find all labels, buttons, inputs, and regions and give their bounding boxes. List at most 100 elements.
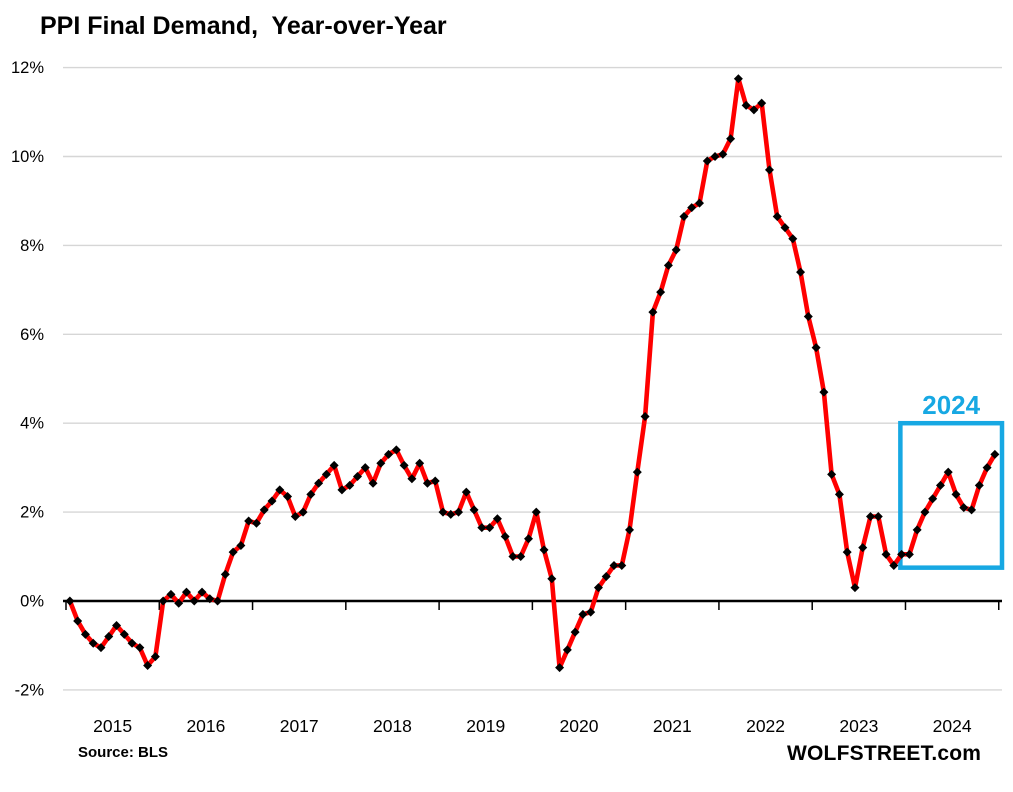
data-point-marker	[461, 487, 471, 497]
data-point-marker	[143, 660, 153, 670]
data-point-marker	[671, 245, 681, 255]
data-point-marker	[904, 549, 914, 559]
data-point-marker	[516, 552, 526, 562]
data-point-marker	[974, 480, 984, 490]
data-point-marker	[477, 523, 487, 533]
data-point-marker	[166, 589, 176, 599]
data-point-marker	[694, 198, 704, 208]
data-point-marker	[710, 152, 720, 161]
data-point-marker	[290, 512, 300, 522]
data-point-marker	[593, 583, 603, 593]
data-point-marker	[422, 478, 432, 488]
data-point-marker	[345, 480, 355, 490]
data-point-marker	[640, 412, 650, 422]
data-point-marker	[811, 343, 821, 353]
ppi-line	[67, 76, 998, 671]
data-point-marker	[500, 532, 510, 542]
data-point-marker	[96, 643, 106, 653]
data-point-marker	[298, 507, 308, 517]
data-point-marker	[391, 445, 401, 455]
data-point-marker	[796, 267, 806, 277]
data-point-marker	[679, 212, 689, 222]
data-point-marker	[897, 549, 907, 559]
x-axis-label: 2019	[466, 716, 505, 736]
x-axis-label: 2020	[560, 716, 599, 736]
data-point-marker	[65, 596, 75, 606]
data-point-marker	[920, 507, 930, 517]
data-point-marker	[213, 596, 223, 606]
data-point-marker	[158, 596, 168, 606]
y-axis-label: 2%	[20, 504, 44, 522]
data-point-marker	[523, 534, 533, 544]
x-axis-label: 2017	[280, 716, 319, 736]
data-point-marker	[718, 149, 728, 159]
data-point-marker	[827, 469, 837, 479]
data-point-marker	[562, 645, 572, 655]
x-axis-label: 2018	[373, 716, 412, 736]
data-point-marker	[88, 638, 98, 648]
data-point-marker	[547, 574, 557, 584]
data-point-marker	[306, 489, 316, 499]
x-axis-label: 2021	[653, 716, 692, 736]
data-point-marker	[127, 638, 137, 648]
data-point-marker	[788, 234, 798, 244]
y-axis-label: 10%	[11, 148, 44, 166]
x-axis-label: 2015	[93, 716, 132, 736]
data-point-marker	[967, 505, 977, 515]
data-point-marker	[990, 449, 1000, 459]
data-point-marker	[803, 312, 813, 322]
data-point-marker	[866, 512, 876, 522]
data-point-marker	[251, 518, 261, 528]
data-point-marker	[267, 496, 277, 506]
data-point-marker	[259, 505, 269, 515]
data-point-marker	[889, 560, 899, 570]
data-point-marker	[951, 489, 961, 499]
data-point-marker	[220, 569, 230, 579]
data-point-marker	[469, 505, 479, 515]
annotation-2024-label: 2024	[922, 390, 980, 420]
data-point-marker	[943, 467, 953, 477]
data-point-marker	[601, 572, 611, 582]
data-point-marker	[407, 474, 417, 484]
x-axis-label: 2016	[186, 716, 225, 736]
data-point-marker	[399, 460, 409, 470]
data-point-marker	[321, 469, 331, 479]
data-point-marker	[617, 560, 627, 570]
data-point-marker	[446, 509, 456, 519]
data-point-marker	[656, 287, 666, 297]
data-point-marker	[733, 74, 743, 84]
data-point-marker	[539, 545, 549, 555]
data-point-marker	[314, 478, 324, 488]
brand-label: WOLFSTREET.com	[787, 742, 982, 765]
data-point-marker	[438, 507, 448, 517]
data-point-marker	[570, 627, 580, 637]
data-point-marker	[384, 449, 394, 459]
data-point-marker	[586, 607, 596, 617]
data-point-marker	[360, 463, 370, 473]
data-point-marker	[485, 523, 495, 533]
data-point-marker	[112, 620, 122, 630]
data-point-marker	[508, 552, 518, 562]
data-point-marker	[189, 596, 199, 606]
data-point-marker	[741, 100, 751, 110]
data-point-marker	[150, 652, 160, 662]
data-point-marker	[632, 467, 642, 477]
data-point-marker	[283, 492, 293, 502]
data-point-marker	[648, 307, 658, 317]
data-point-marker	[430, 476, 440, 486]
data-point-marker	[236, 540, 246, 550]
annotation-box-2024	[898, 420, 1005, 570]
data-point-marker	[205, 594, 215, 604]
data-point-marker	[928, 494, 938, 504]
y-axis-label: 0%	[20, 593, 44, 611]
data-point-marker	[337, 485, 347, 495]
data-point-marker	[329, 460, 339, 470]
data-point-marker	[819, 387, 829, 397]
chart-title: PPI Final Demand, Year-over-Year	[40, 12, 447, 40]
data-point-marker	[858, 543, 868, 553]
data-point-marker	[912, 525, 922, 535]
data-point-marker	[492, 514, 502, 524]
data-point-marker	[104, 632, 114, 642]
data-point-marker	[757, 98, 767, 108]
data-point-marker	[842, 547, 852, 557]
